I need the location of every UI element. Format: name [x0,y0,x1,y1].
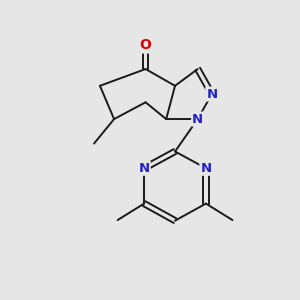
Text: N: N [139,162,150,175]
Text: O: O [140,38,152,52]
Text: N: N [192,112,203,126]
Text: N: N [206,88,218,100]
Text: N: N [200,162,211,175]
